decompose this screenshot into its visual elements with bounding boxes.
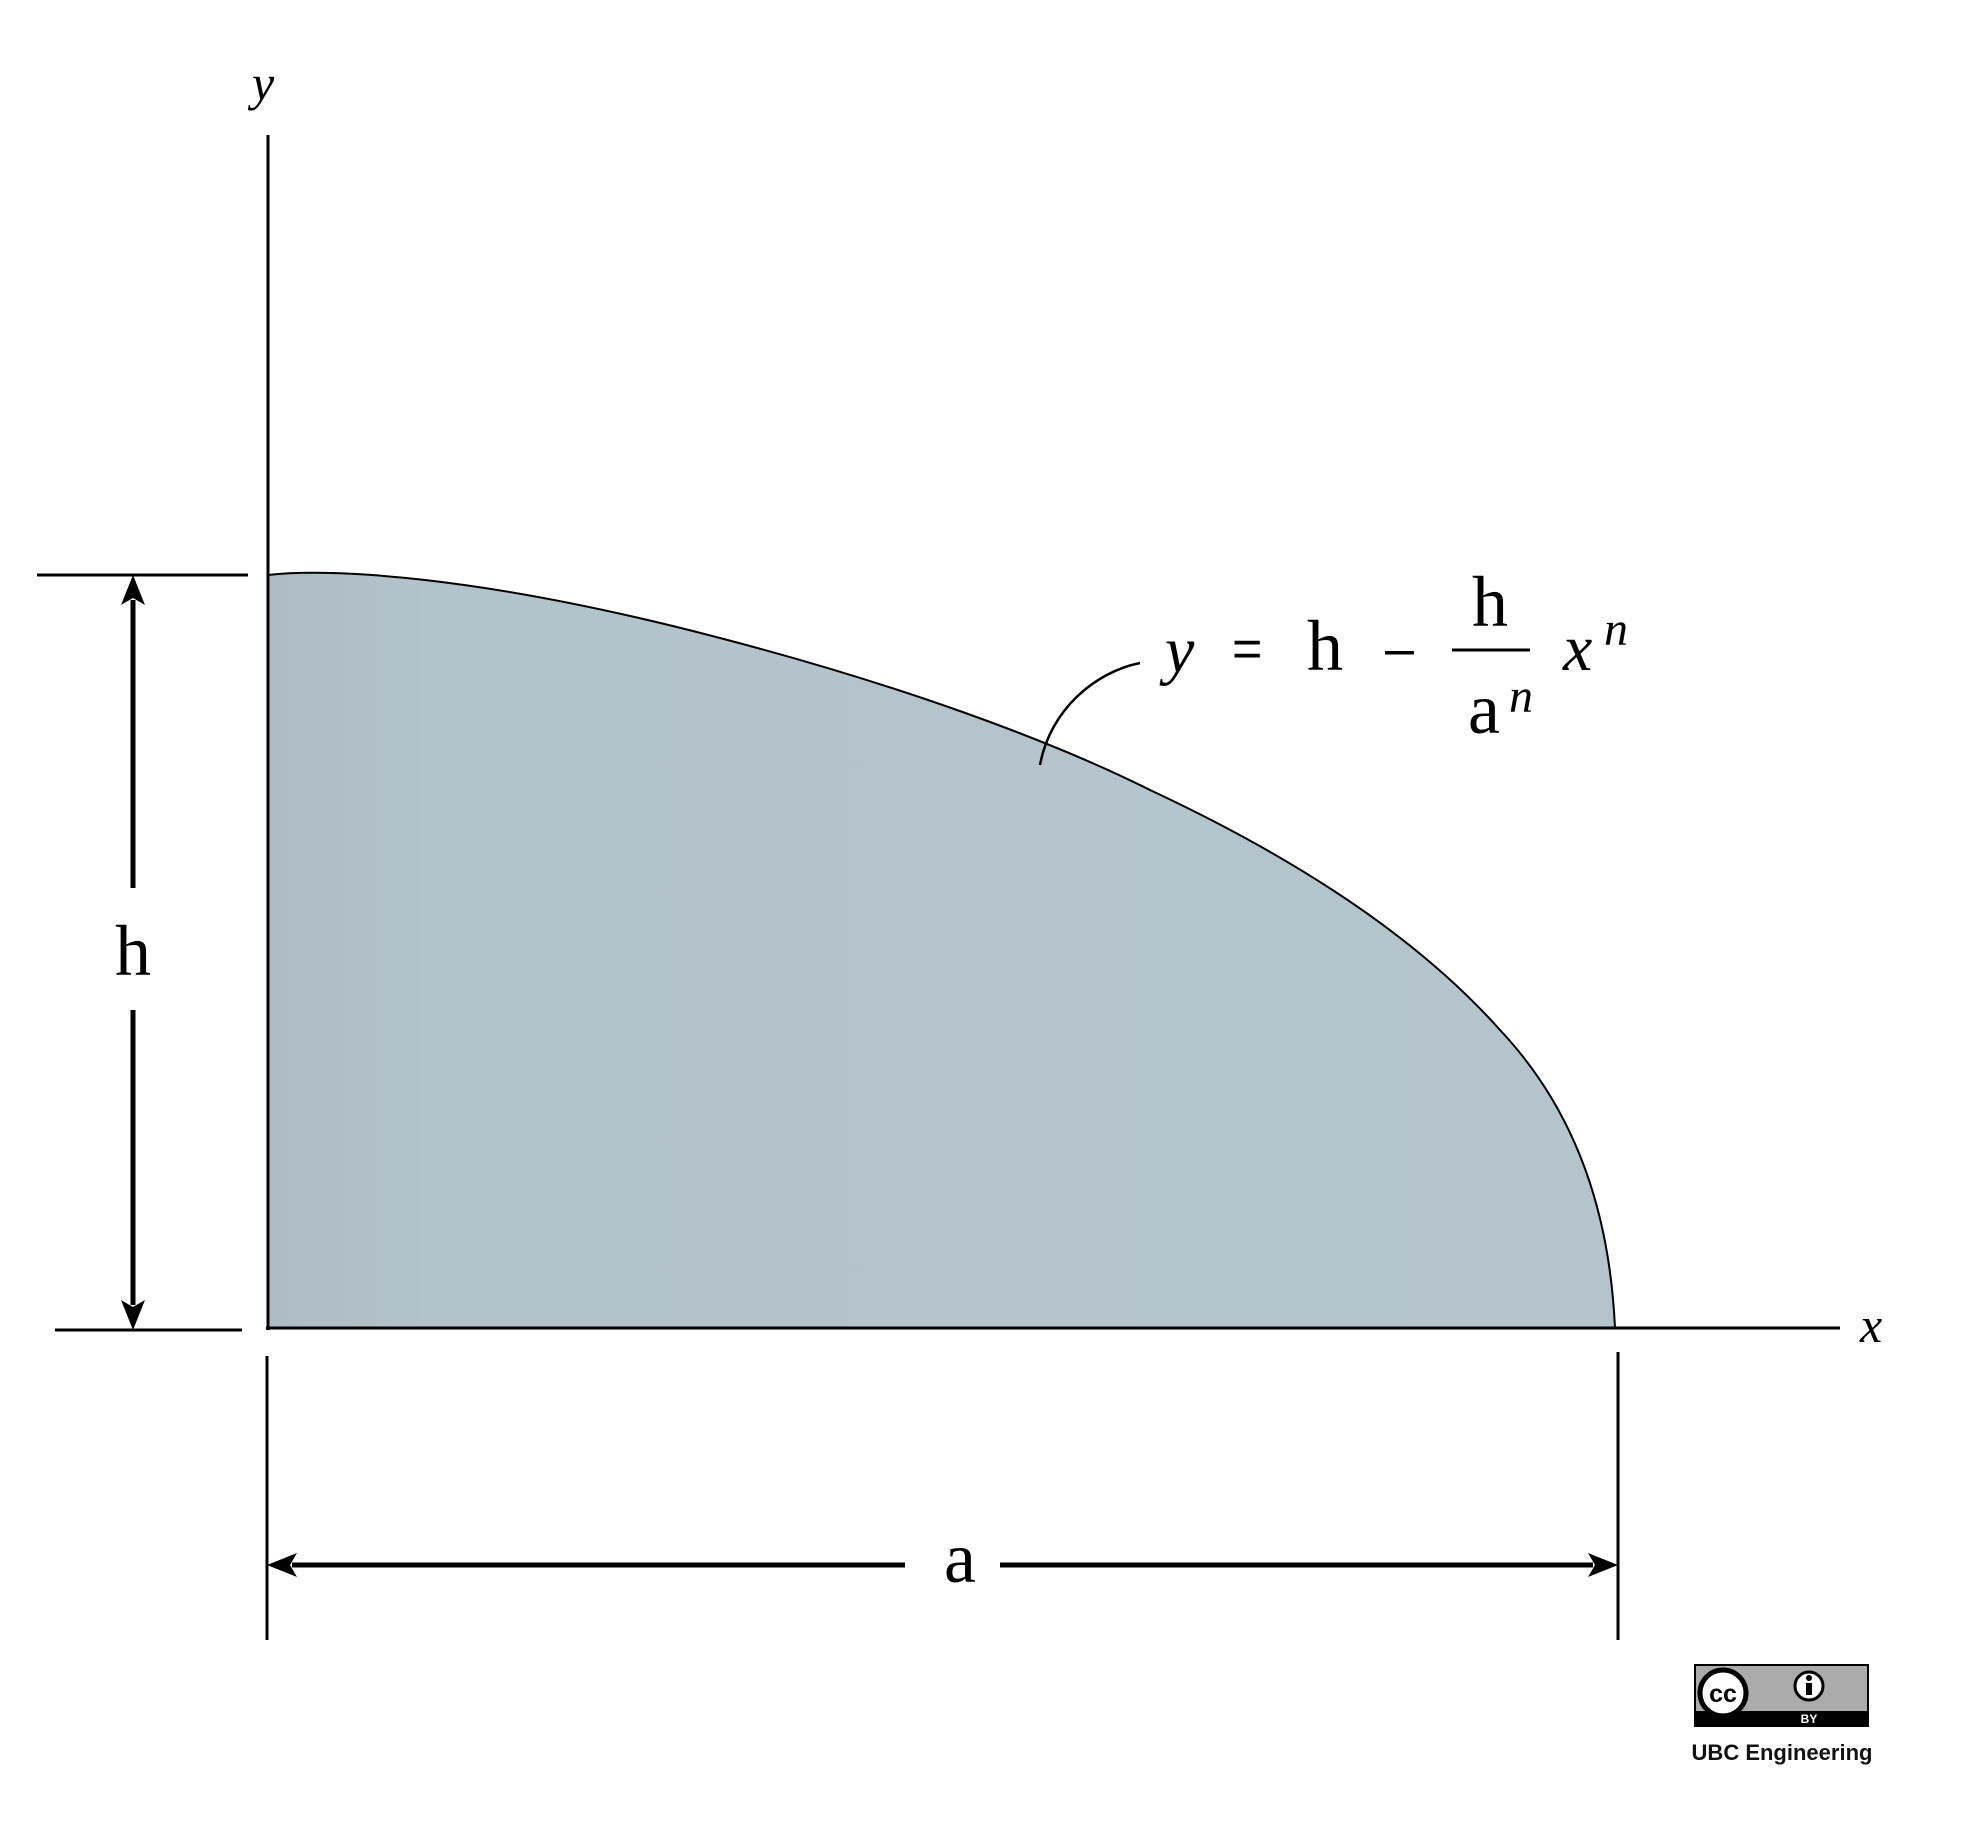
x-axis-label: x [1859,1297,1882,1353]
cc-icon: cc [1697,1667,1749,1719]
equation-minus: – [1385,620,1414,678]
arrowhead-right [1588,1553,1618,1577]
height-label: h [115,911,151,991]
y-axis-label: y [247,55,275,111]
badge-by-text: BY [1801,1712,1818,1726]
attribution-icon [1793,1670,1825,1702]
equation-equals: = [1232,620,1262,678]
width-label: a [944,1518,976,1598]
fraction-numerator: h [1472,562,1508,642]
curve [267,571,1616,1329]
arrowhead-down [121,1300,145,1330]
arrowhead-left [267,1553,297,1577]
equation-lhs: y [1159,614,1195,687]
variable-base: x [1562,612,1592,685]
variable-exponent: n [1604,603,1628,656]
curve-equation: y = h – h a n x n [1159,562,1628,749]
equation-leader [1038,661,1141,766]
shaded-area [268,572,1615,1328]
cc-icon-text: cc [1709,1680,1737,1708]
fraction-denominator: a [1468,669,1500,749]
equation-term-h: h [1307,606,1343,686]
arrowhead-up [121,575,145,605]
license-badge: cc BY [1694,1664,1869,1727]
denominator-exponent: n [1509,670,1533,723]
credit-text: UBC Engineering [1692,1740,1873,1765]
denominator-base: a [1468,669,1500,749]
badge-bottom-band [1696,1711,1867,1725]
